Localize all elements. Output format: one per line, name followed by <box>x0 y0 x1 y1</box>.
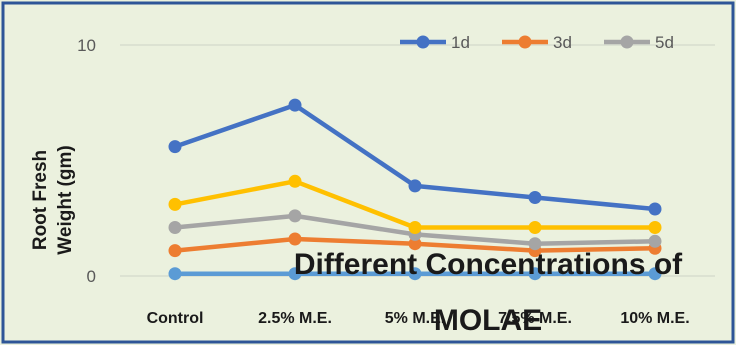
x-tick-label-0: Control <box>147 310 204 327</box>
legend-marker-1 <box>518 35 532 49</box>
legend-item-2: 5d <box>604 33 674 52</box>
series-3-point-3 <box>528 221 542 234</box>
x-axis-ticks: Control 2.5% M.E. 5% M.E. 7.5% M.E. 10% M.E. <box>147 310 690 327</box>
series-4 <box>168 267 662 281</box>
series-2 <box>168 209 662 251</box>
series-4-point-2 <box>408 267 422 281</box>
series-4-point-0 <box>168 267 182 281</box>
series-3 <box>168 174 662 234</box>
series-3-point-2 <box>408 221 422 234</box>
series-0-point-2 <box>408 179 422 193</box>
series-0-point-0 <box>168 140 182 154</box>
legend-marker-2 <box>620 35 634 49</box>
legend-label-0: 1d <box>451 33 470 52</box>
series-0-point-1 <box>288 98 302 112</box>
series-lines <box>168 98 662 281</box>
series-3-point-1 <box>288 174 302 188</box>
series-4-point-3 <box>528 267 542 281</box>
series-2-point-1 <box>288 209 302 223</box>
x-tick-label-3: 7.5% M.E. <box>498 310 572 327</box>
series-2-point-4 <box>648 234 662 248</box>
legend-item-1: 3d <box>502 33 572 52</box>
y-tick-label-1: 10 <box>77 36 96 55</box>
legend-label-1: 3d <box>553 33 572 52</box>
series-2-point-3 <box>528 237 542 251</box>
series-1-point-1 <box>288 232 302 246</box>
x-tick-label-4: 10% M.E. <box>620 310 689 327</box>
series-3-point-0 <box>168 197 182 211</box>
x-axis-label-line-2: MOLAE <box>434 304 542 337</box>
y-tick-label-0: 0 <box>87 267 96 286</box>
x-tick-label-2: 5% M.E. <box>385 310 445 327</box>
series-4-point-1 <box>288 267 302 281</box>
y-axis-ticks: 0 10 <box>77 36 96 286</box>
y-axis-label-line-1: Root Fresh <box>30 150 51 250</box>
series-2-point-0 <box>168 221 182 234</box>
legend-label-2: 5d <box>655 33 674 52</box>
x-tick-label-1: 2.5% M.E. <box>258 310 332 327</box>
legend: 1d 3d 5d <box>400 33 674 52</box>
series-0 <box>168 98 662 216</box>
x-axis-label-line-1: Different Concentrations of <box>294 248 683 281</box>
series-1-point-2 <box>408 237 422 251</box>
series-0-point-4 <box>648 202 662 216</box>
y-axis-label-line-2: Weight (gm) <box>55 145 76 254</box>
series-4-point-4 <box>648 267 662 281</box>
series-0-point-3 <box>528 191 542 204</box>
legend-marker-0 <box>416 35 430 49</box>
legend-item-0: 1d <box>400 33 470 52</box>
series-1-point-0 <box>168 244 182 258</box>
series-3-point-4 <box>648 221 662 234</box>
